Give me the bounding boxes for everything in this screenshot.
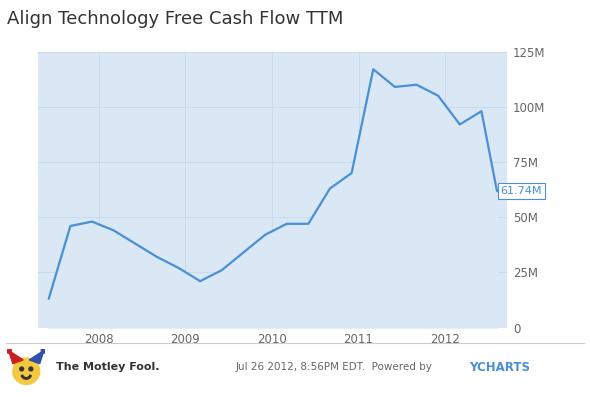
Circle shape (19, 367, 24, 371)
Circle shape (13, 358, 40, 384)
Text: Align Technology Free Cash Flow TTM: Align Technology Free Cash Flow TTM (7, 10, 343, 28)
Text: 61.74M: 61.74M (500, 186, 542, 196)
Wedge shape (21, 375, 31, 379)
Circle shape (6, 348, 11, 353)
Circle shape (41, 348, 47, 353)
Circle shape (29, 367, 33, 371)
Polygon shape (30, 351, 44, 364)
Text: YCHARTS: YCHARTS (469, 361, 530, 374)
Text: The Motley Fool.: The Motley Fool. (56, 362, 159, 372)
Polygon shape (9, 351, 23, 364)
Text: Jul 26 2012, 8:56PM EDT.  Powered by: Jul 26 2012, 8:56PM EDT. Powered by (236, 362, 436, 372)
